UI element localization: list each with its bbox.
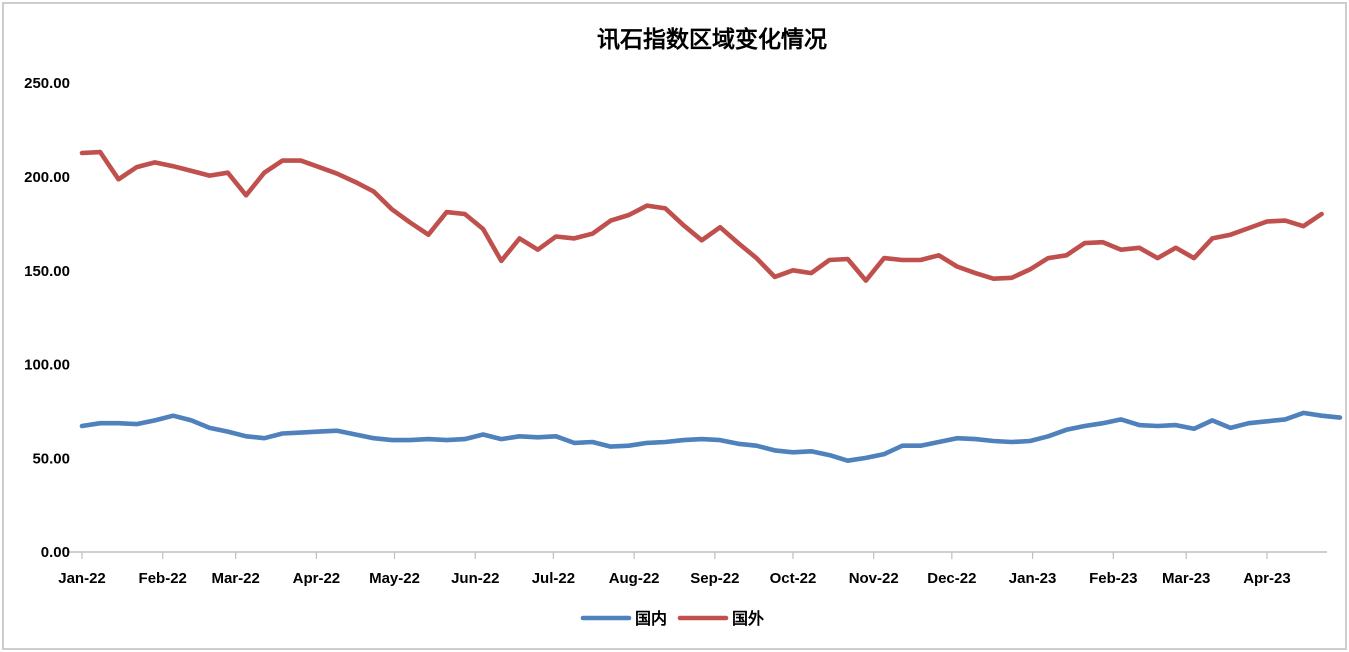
x-axis-label: Oct-22: [770, 570, 817, 587]
x-axis-label: Jul-22: [532, 570, 575, 587]
y-axis-label: 50.00: [32, 450, 70, 467]
x-axis-label: Dec-22: [927, 570, 976, 587]
x-axis-label: Feb-22: [139, 570, 187, 587]
chart-title: 讯石指数区域变化情况: [597, 26, 827, 52]
series-line-domestic: [79, 410, 1343, 464]
legend-group: 国内 国外: [580, 609, 764, 628]
legend-label-foreign: 国外: [732, 609, 764, 628]
x-axis-label: Jan-22: [58, 570, 106, 587]
x-axis-label: Nov-22: [849, 570, 899, 587]
y-axis-label: 250.00: [24, 75, 70, 92]
x-axis-label: May-22: [369, 570, 420, 587]
y-axis-label: 100.00: [24, 357, 70, 374]
axis-group: [67, 551, 1327, 559]
x-axis-label: Jan-23: [1009, 570, 1057, 587]
x-axis-label: Feb-23: [1089, 570, 1137, 587]
x-axis-labels: Jan-22 Feb-22 Mar-22 Apr-22 May-22 Jun-22 Jul-…: [58, 570, 1290, 587]
y-axis-label: 200.00: [24, 169, 70, 186]
y-axis-label: 150.00: [24, 263, 70, 280]
series-line-foreign: [79, 149, 1324, 283]
legend-label-domestic: 国内: [635, 609, 667, 628]
y-axis-label: 0.00: [41, 544, 70, 561]
x-axis-label: Jun-22: [451, 570, 499, 587]
x-axis-label: Apr-22: [293, 570, 341, 587]
x-axis-label: Sep-22: [690, 570, 739, 587]
x-axis-label: Apr-23: [1243, 570, 1291, 587]
y-axis-labels: 250.00 200.00 150.00 100.00 50.00 0.00: [24, 75, 70, 561]
x-axis-label: Aug-22: [609, 570, 660, 587]
x-axis-label: Mar-22: [211, 570, 259, 587]
x-axis-label: Mar-23: [1162, 570, 1210, 587]
series-group: [79, 149, 1343, 464]
